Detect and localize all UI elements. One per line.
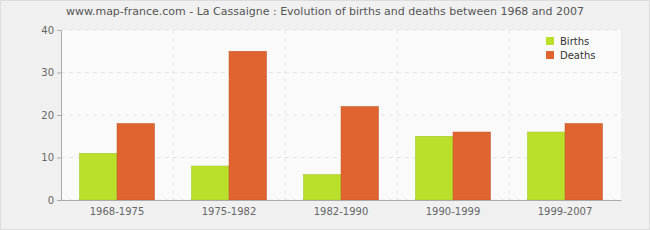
y-tick-label: 40 <box>41 25 54 36</box>
grid-line-vertical <box>397 30 398 200</box>
y-tick-mark <box>57 30 61 31</box>
x-tick: 1999-2007 <box>538 200 593 217</box>
bar <box>79 153 117 200</box>
y-tick-label: 10 <box>41 152 54 163</box>
bar <box>565 124 603 201</box>
bar <box>229 51 267 200</box>
bar <box>117 124 155 201</box>
bar <box>303 175 341 201</box>
y-axis: 0 10 20 30 40 <box>41 25 61 206</box>
chart: www.map-france.com - La Cassaigne : Evol… <box>0 0 650 230</box>
grid-line <box>61 72 621 73</box>
y-axis-line <box>57 31 62 201</box>
legend-label: Deaths <box>560 50 595 61</box>
plot-area <box>61 30 621 200</box>
x-tick-label: 1968-1975 <box>90 206 145 217</box>
x-tick: 1990-1999 <box>426 200 481 217</box>
bar <box>527 132 565 200</box>
y-tick: 0 <box>48 195 61 206</box>
y-tick-mark <box>57 158 61 159</box>
legend: Births Deaths <box>546 36 595 61</box>
bar <box>453 132 491 200</box>
title: www.map-france.com - La Cassaigne : Evol… <box>66 5 584 18</box>
y-tick: 40 <box>41 25 61 36</box>
legend-label: Births <box>560 36 589 47</box>
y-tick-mark <box>57 73 61 74</box>
bars <box>79 51 602 200</box>
y-tick-mark <box>57 200 61 201</box>
x-tick-label: 1999-2007 <box>538 206 593 217</box>
bar <box>415 136 453 200</box>
x-axis-line <box>62 200 622 201</box>
grid-line <box>61 30 621 31</box>
y-tick: 20 <box>41 110 61 121</box>
y-tick-mark <box>57 115 61 116</box>
bar <box>341 107 379 201</box>
x-tick-label: 1990-1999 <box>426 206 481 217</box>
background <box>1 1 650 230</box>
x-tick: 1975-1982 <box>202 200 257 217</box>
x-tick-label: 1975-1982 <box>202 206 257 217</box>
x-axis: 1968-1975 1975-1982 1982-1990 1990-1999 1999… <box>62 200 622 217</box>
x-tick: 1968-1975 <box>90 200 145 217</box>
bar <box>191 166 229 200</box>
y-tick-label: 20 <box>41 110 54 121</box>
plot: 0 10 20 30 40 1968-1975 1975-1982 1982-1990 1990… <box>41 25 621 217</box>
y-tick: 10 <box>41 152 61 163</box>
y-tick-label: 0 <box>48 195 54 206</box>
x-tick-label: 1982-1990 <box>314 206 369 217</box>
y-tick: 30 <box>41 67 61 78</box>
grid-line-vertical <box>509 30 510 200</box>
grid-line-vertical <box>173 30 174 200</box>
x-tick: 1982-1990 <box>314 200 369 217</box>
y-tick-label: 30 <box>41 67 54 78</box>
legend-swatch <box>546 37 554 45</box>
grid-line-vertical <box>285 30 286 200</box>
legend-swatch <box>546 51 554 59</box>
